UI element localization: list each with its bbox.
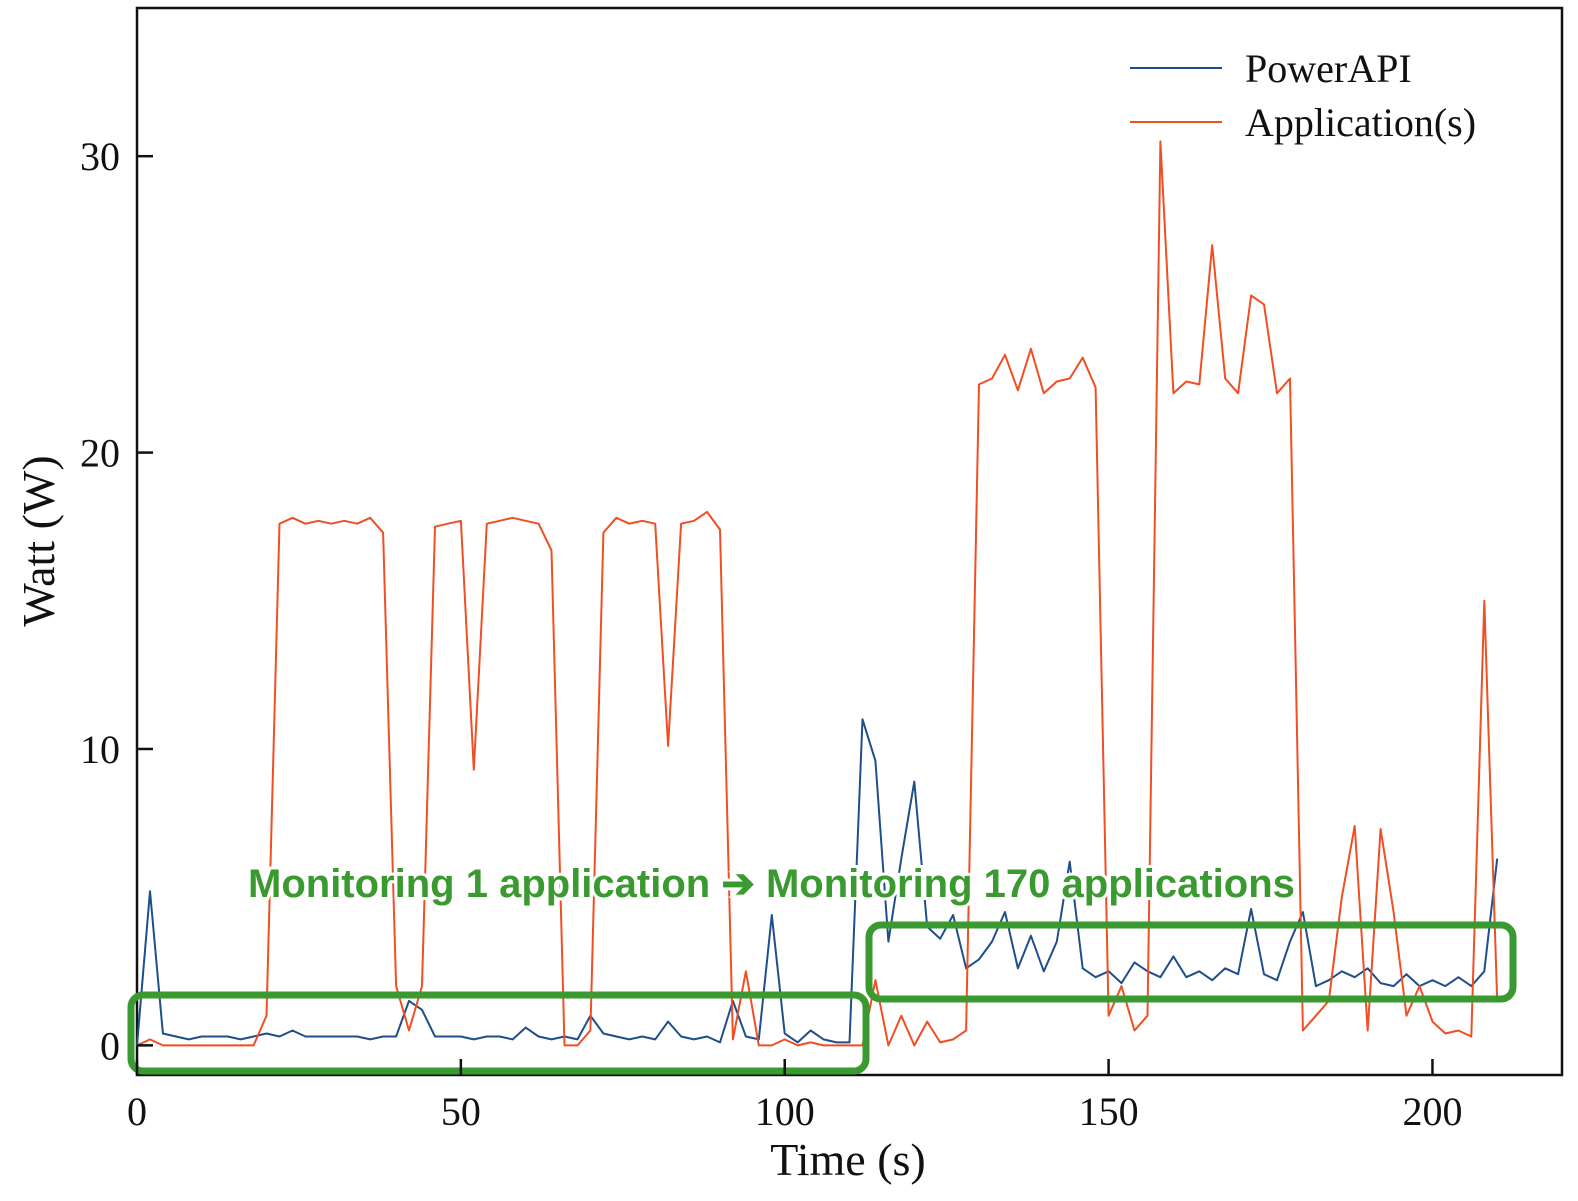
highlight-box [127, 991, 870, 1075]
x-tick-label: 200 [1402, 1089, 1462, 1134]
legend-label: PowerAPI [1245, 46, 1412, 91]
x-tick-label: 50 [441, 1089, 481, 1134]
legend-label: Application(s) [1245, 100, 1476, 145]
y-tick-label: 10 [80, 727, 120, 772]
y-tick-label: 30 [80, 134, 120, 179]
y-tick-label: 20 [80, 431, 120, 476]
y-axis-title: Watt (W) [13, 455, 64, 626]
highlight-box [865, 921, 1517, 1003]
series-line [136, 140, 1499, 1047]
y-tick-label: 0 [100, 1023, 120, 1068]
x-tick-label: 150 [1079, 1089, 1139, 1134]
annotation: Monitoring 1 application ➔ Monitoring 17… [248, 862, 1295, 906]
x-tick-label: 100 [755, 1089, 815, 1134]
series-line [136, 718, 1499, 1046]
plot-frame [135, 6, 1564, 1077]
x-tick-label: 0 [127, 1089, 147, 1134]
x-axis-title: Time (s) [770, 1134, 926, 1185]
plot-area [136, 140, 1499, 1047]
